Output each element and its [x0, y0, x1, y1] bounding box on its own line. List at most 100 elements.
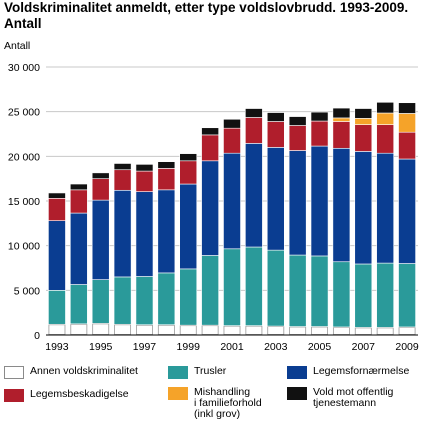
y-tick-label: 30 000 — [8, 62, 40, 74]
x-tick-label: 1995 — [89, 341, 113, 353]
bar-segment — [114, 324, 132, 335]
bar-segment — [398, 113, 416, 133]
bar-segment — [201, 325, 219, 335]
bar-segment — [157, 161, 176, 169]
bar-segment — [113, 169, 132, 191]
bar-segment — [223, 127, 241, 154]
bar-segment — [288, 254, 307, 327]
legend-label-legemsfornaermelse: Legemsfornærmelse — [313, 365, 410, 377]
x-tick-label: 2001 — [220, 341, 244, 353]
chart-subtitle: Antall — [4, 16, 42, 31]
bar-segment — [288, 125, 307, 151]
bar-segment — [266, 112, 285, 122]
y-tick-labels: 0 5 000 10 000 15 000 20 000 25 000 30 000 — [8, 62, 40, 342]
legend-item-annen: Annen voldskriminalitet — [4, 366, 138, 379]
bar-segment — [266, 249, 285, 327]
bar-segment — [332, 261, 351, 328]
bar-segment — [113, 163, 132, 171]
legend-swatch-mishandling — [168, 387, 188, 400]
bar-segment — [69, 183, 88, 191]
bar-segment — [245, 108, 263, 118]
bar-segment — [201, 255, 219, 326]
legend-label-mishandling: Mishandling i familieforhold (inkl grov) — [194, 386, 262, 420]
bar-segment — [48, 324, 66, 335]
bar-segment — [69, 284, 88, 325]
bar-segment — [245, 325, 263, 335]
y-tick-label: 15 000 — [8, 196, 40, 208]
bar-segment — [201, 134, 219, 162]
bar-segment — [266, 121, 285, 148]
bar-segment — [135, 324, 154, 335]
x-tick-label: 2003 — [264, 341, 288, 353]
bar-segment — [376, 262, 395, 328]
bar-segment — [48, 198, 66, 221]
y-axis-label: Antall — [4, 40, 30, 52]
bar-segment — [157, 324, 175, 335]
legend-item-mishandling: Mishandling i familieforhold (inkl grov) — [168, 387, 262, 420]
bar-segment — [135, 191, 154, 277]
legend-item-legemsfornaermelse: Legemsfornærmelse — [287, 366, 409, 379]
bar-segment — [69, 189, 88, 214]
legend-label-legemsbeskadigelse: Legemsbeskadigelse — [30, 388, 129, 400]
bar-segment — [179, 160, 198, 185]
bar-segment — [376, 112, 395, 125]
y-tick-label: 0 — [34, 330, 40, 342]
bars — [48, 101, 416, 335]
bar-segment — [376, 124, 395, 154]
bar-segment — [267, 326, 285, 335]
bar-segment — [179, 325, 197, 335]
bar-segment — [354, 327, 372, 335]
y-tick-label: 5 000 — [14, 285, 40, 297]
bar-segment — [288, 150, 307, 256]
bar-segment — [91, 172, 110, 179]
y-tick-label: 20 000 — [8, 151, 40, 163]
bar-segment — [332, 121, 351, 149]
bar-segment — [310, 120, 329, 147]
legend: Annen voldskriminalitet Trusler Legemsfo… — [0, 355, 426, 435]
bar-segment — [48, 290, 66, 325]
x-tick-label: 1997 — [133, 341, 157, 353]
bar-segment — [157, 272, 176, 326]
legend-swatch-trusler — [168, 366, 188, 379]
legend-label-trusler: Trusler — [194, 365, 227, 377]
bar-segment — [332, 147, 351, 263]
bar-segment — [223, 248, 241, 326]
bar-segment — [223, 118, 241, 129]
bar-segment — [288, 116, 307, 126]
bar-segment — [398, 102, 416, 114]
stacked-bar-chart: Antall 0 5 000 10 000 15 000 20 000 25 000 30 … — [4, 40, 419, 353]
bar-segment — [201, 127, 219, 136]
bar-segment — [398, 326, 416, 335]
bar-segment — [332, 107, 351, 119]
bar-segment — [398, 263, 416, 328]
bar-segment — [354, 124, 373, 152]
bar-segment — [398, 131, 416, 160]
bar-segment — [354, 151, 373, 265]
bar-segment — [157, 168, 176, 191]
bar-segment — [70, 323, 88, 335]
bar-segment — [135, 170, 154, 192]
bar-segment — [48, 192, 66, 199]
bar-segment — [245, 117, 263, 144]
bar-segment — [48, 220, 66, 291]
legend-swatch-legemsfornaermelse — [287, 366, 307, 379]
bar-segment — [310, 145, 329, 257]
bar-segment — [310, 111, 329, 122]
bar-segment — [157, 189, 176, 274]
legend-label-annen: Annen voldskriminalitet — [30, 365, 138, 377]
bar-segment — [91, 178, 110, 201]
bar-segment — [332, 326, 350, 335]
bar-segment — [113, 276, 132, 325]
bar-segment — [354, 108, 373, 119]
bar-segment — [310, 255, 329, 327]
legend-swatch-vold-mot-tjenestemann — [287, 387, 307, 400]
bar-segment — [69, 212, 88, 285]
legend-swatch-legemsbeskadigelse — [4, 389, 24, 402]
bar-segment — [376, 152, 395, 264]
bar-segment — [91, 279, 110, 324]
bar-segment — [398, 158, 416, 264]
bar-segment — [113, 189, 132, 278]
x-tick-label: 2009 — [395, 341, 419, 353]
y-tick-label: 10 000 — [8, 241, 40, 253]
x-tick-label: 1999 — [177, 341, 201, 353]
